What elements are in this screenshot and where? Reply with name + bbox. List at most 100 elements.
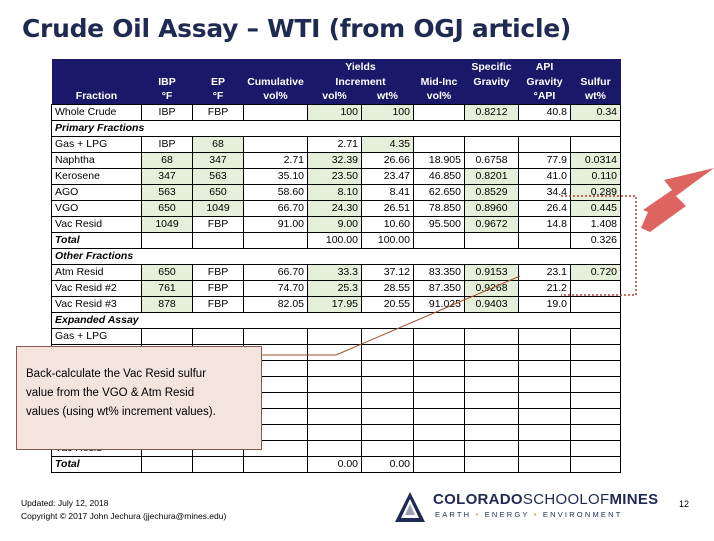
header-api-2: Gravity bbox=[518, 74, 571, 89]
section-label: Primary Fractions bbox=[51, 119, 621, 137]
table-cell: 2.71 bbox=[243, 151, 308, 169]
table-cell bbox=[464, 375, 519, 393]
fraction-name-cell: Gas + LPG bbox=[51, 135, 142, 153]
header-api-3: °API bbox=[518, 89, 571, 104]
footer: Updated: July 12, 2018 Copyright © 2017 … bbox=[21, 497, 226, 523]
table-cell bbox=[518, 439, 571, 457]
table-cell: 62.650 bbox=[413, 183, 465, 201]
table-cell bbox=[464, 359, 519, 377]
section-row: Primary Fractions bbox=[51, 119, 621, 137]
logo-word-schoolof: SCHOOLOF bbox=[522, 491, 610, 508]
table-cell: 18.905 bbox=[413, 151, 465, 169]
table-cell bbox=[518, 407, 571, 425]
table-cell bbox=[361, 391, 414, 409]
table-cell: 1.408 bbox=[570, 215, 621, 233]
table-cell: 0.9403 bbox=[464, 295, 519, 313]
table-cell bbox=[464, 391, 519, 409]
table-cell bbox=[307, 439, 362, 457]
header-sg-3 bbox=[464, 89, 519, 104]
table-cell bbox=[243, 455, 308, 473]
tag-environment: ENVIRONMENT bbox=[542, 510, 623, 519]
table-cell: 40.8 bbox=[518, 103, 571, 121]
total-row: Total 100.00 100.00 0.326 bbox=[51, 231, 621, 249]
table-cell: 0.8529 bbox=[464, 183, 519, 201]
table-cell bbox=[464, 135, 519, 153]
table-cell: 20.55 bbox=[361, 295, 414, 313]
table-cell bbox=[570, 343, 621, 361]
table-cell bbox=[413, 135, 465, 153]
table-cell bbox=[518, 375, 571, 393]
table-cell: 650 bbox=[192, 183, 244, 201]
table-cell: 0.720 bbox=[570, 263, 621, 281]
table-cell: 83.350 bbox=[413, 263, 465, 281]
table-cell bbox=[192, 327, 244, 345]
table-cell bbox=[518, 135, 571, 153]
table-cell bbox=[361, 359, 414, 377]
table-cell bbox=[518, 343, 571, 361]
table-cell bbox=[570, 359, 621, 377]
fraction-name-cell: Total bbox=[51, 455, 142, 473]
fraction-name-cell: Naphtha bbox=[51, 151, 142, 169]
table-cell: 95.500 bbox=[413, 215, 465, 233]
table-cell bbox=[570, 391, 621, 409]
header-sg-1: Specific bbox=[464, 59, 519, 74]
table-cell bbox=[570, 407, 621, 425]
table-cell: 0.6758 bbox=[464, 151, 519, 169]
table-row: Vac Resid #2 761 FBP 74.70 25.3 28.55 87.350 0.… bbox=[51, 279, 621, 297]
table-cell: 0.9672 bbox=[464, 215, 519, 233]
table-cell: 28.55 bbox=[361, 279, 414, 297]
table-cell: FBP bbox=[192, 103, 244, 121]
table-cell: 0.0314 bbox=[570, 151, 621, 169]
table-row: Atm Resid 650 FBP 66.70 33.3 37.12 83.350 0.915… bbox=[51, 263, 621, 281]
table-cell: 26.51 bbox=[361, 199, 414, 217]
table-cell bbox=[464, 343, 519, 361]
table-cell bbox=[413, 359, 465, 377]
fraction-name-cell: Vac Resid #2 bbox=[51, 279, 142, 297]
table-cell: 650 bbox=[141, 263, 193, 281]
table-cell bbox=[570, 439, 621, 457]
table-cell bbox=[464, 407, 519, 425]
table-row: Gas + LPG IBP 68 2.71 4.35 bbox=[51, 135, 621, 153]
header-midinc-1 bbox=[413, 59, 465, 74]
table-cell bbox=[361, 327, 414, 345]
table-cell: 32.39 bbox=[307, 151, 362, 169]
table-cell: 0.9268 bbox=[464, 279, 519, 297]
table-cell bbox=[413, 439, 465, 457]
table-row: AGO 563 650 58.60 8.10 8.41 62.650 0.8529 34.4 0.… bbox=[51, 183, 621, 201]
table-cell bbox=[307, 327, 362, 345]
table-cell: 0.289 bbox=[570, 183, 621, 201]
table-cell bbox=[361, 407, 414, 425]
table-cell bbox=[464, 455, 519, 473]
table-cell bbox=[361, 423, 414, 441]
table-cell bbox=[570, 279, 621, 297]
table-cell: 0.8212 bbox=[464, 103, 519, 121]
table-cell: 1049 bbox=[192, 199, 244, 217]
header-cumulative-2: Cumulative bbox=[243, 74, 308, 89]
table-row: Kerosene 347 563 35.10 23.50 23.47 46.850 0.820… bbox=[51, 167, 621, 185]
table-cell bbox=[518, 231, 571, 249]
table-cell: 0.00 bbox=[307, 455, 362, 473]
table-cell bbox=[464, 439, 519, 457]
tag-sep-2: • bbox=[533, 510, 539, 519]
assay-table: Yields Specific API IBP EP Cumulative In… bbox=[51, 59, 621, 473]
fraction-name-cell: Whole Crude bbox=[51, 103, 142, 121]
header-fraction-2 bbox=[51, 74, 142, 89]
callout-box: Back-calculate the Vac Resid sulfur valu… bbox=[16, 346, 262, 450]
table-cell bbox=[307, 375, 362, 393]
table-cell: 0.9153 bbox=[464, 263, 519, 281]
table-cell bbox=[361, 439, 414, 457]
table-cell: 4.35 bbox=[361, 135, 414, 153]
logo-wordmark: COLORADOSCHOOLOFMINES bbox=[433, 491, 659, 508]
table-row: Vac Resid 1049 FBP 91.00 9.00 10.60 95.500 0.96… bbox=[51, 215, 621, 233]
table-cell: 650 bbox=[141, 199, 193, 217]
table-cell bbox=[307, 359, 362, 377]
table-cell: 23.50 bbox=[307, 167, 362, 185]
table-cell: 0.326 bbox=[570, 231, 621, 249]
fraction-name-cell: Vac Resid #3 bbox=[51, 295, 142, 313]
table-cell bbox=[413, 423, 465, 441]
table-cell bbox=[243, 231, 308, 249]
table-cell: 878 bbox=[141, 295, 193, 313]
table-cell: 19.0 bbox=[518, 295, 571, 313]
section-label: Expanded Assay bbox=[51, 311, 621, 329]
table-row: Naphtha 68 347 2.71 32.39 26.66 18.905 0.6758 77… bbox=[51, 151, 621, 169]
